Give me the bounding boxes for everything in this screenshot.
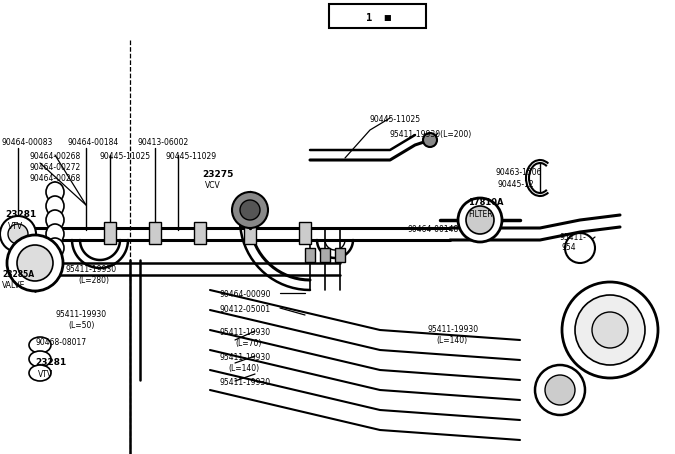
Circle shape	[240, 200, 260, 220]
Text: VTV: VTV	[38, 370, 53, 379]
Text: 17810A: 17810A	[468, 198, 504, 207]
Circle shape	[562, 282, 658, 378]
Circle shape	[7, 235, 63, 291]
Bar	[244, 222, 256, 244]
Bar	[194, 222, 206, 244]
FancyBboxPatch shape	[329, 4, 426, 28]
Text: 95411-19930: 95411-19930	[220, 328, 271, 337]
Text: 95411-19930: 95411-19930	[220, 378, 271, 387]
Circle shape	[545, 375, 575, 405]
Text: 23281: 23281	[35, 358, 66, 367]
Text: 954: 954	[562, 243, 576, 252]
Text: 90412-05001: 90412-05001	[220, 305, 271, 314]
Bar	[320, 248, 330, 262]
Text: 1  ■: 1 ■	[365, 13, 391, 23]
Ellipse shape	[29, 351, 51, 367]
Text: VTV: VTV	[8, 222, 23, 231]
Text: 90463-1506: 90463-1506	[495, 168, 541, 177]
Circle shape	[8, 224, 28, 244]
Text: (L=70): (L=70)	[235, 339, 261, 348]
Text: 90464-00083: 90464-00083	[2, 138, 53, 147]
Text: (L=280): (L=280)	[78, 276, 109, 285]
Circle shape	[466, 206, 494, 234]
Text: 90445-12: 90445-12	[498, 180, 535, 189]
Text: VCV: VCV	[205, 181, 221, 190]
Text: 95411-19930(L=200): 95411-19930(L=200)	[390, 130, 472, 139]
Circle shape	[232, 192, 268, 228]
Text: 95411-19930: 95411-19930	[66, 265, 117, 274]
Text: 95411-19930: 95411-19930	[55, 310, 106, 319]
Bar	[299, 222, 311, 244]
Text: FILTER: FILTER	[468, 210, 493, 219]
Text: 90445-11025: 90445-11025	[100, 152, 151, 161]
Text: 95411-19930: 95411-19930	[220, 353, 271, 362]
Text: 95411-19930: 95411-19930	[428, 325, 479, 334]
Text: 90464-00272: 90464-00272	[30, 163, 81, 172]
Ellipse shape	[46, 196, 64, 216]
Bar	[305, 248, 315, 262]
Bar	[149, 222, 161, 244]
Text: 95411-: 95411-	[560, 233, 587, 242]
Text: 90464-00268: 90464-00268	[30, 174, 81, 183]
Ellipse shape	[29, 337, 51, 353]
Text: 90445-11025: 90445-11025	[370, 115, 421, 124]
Text: (L=140): (L=140)	[436, 336, 467, 345]
Circle shape	[458, 198, 502, 242]
Circle shape	[592, 312, 628, 348]
Text: 90464-00090: 90464-00090	[220, 290, 271, 299]
Text: 90468-08017: 90468-08017	[35, 338, 86, 347]
Bar	[104, 222, 116, 244]
Text: 23275: 23275	[202, 170, 234, 179]
Circle shape	[423, 133, 437, 147]
Circle shape	[0, 216, 36, 252]
Circle shape	[565, 233, 595, 263]
Ellipse shape	[46, 238, 64, 258]
Text: 23281: 23281	[5, 210, 36, 219]
Text: 90413-06002: 90413-06002	[138, 138, 189, 147]
Text: (L=140): (L=140)	[228, 364, 259, 373]
Bar	[335, 248, 345, 262]
Text: 90445-11029: 90445-11029	[165, 152, 216, 161]
Text: 90464-00268: 90464-00268	[30, 152, 81, 161]
Text: (L=50): (L=50)	[68, 321, 95, 330]
Ellipse shape	[29, 365, 51, 381]
Ellipse shape	[46, 224, 64, 244]
Ellipse shape	[46, 182, 64, 202]
Text: 90464-00148: 90464-00148	[408, 225, 459, 234]
Circle shape	[17, 245, 53, 281]
Text: 90464-00184: 90464-00184	[68, 138, 119, 147]
Ellipse shape	[46, 210, 64, 230]
Text: 23285A: 23285A	[2, 270, 34, 279]
Circle shape	[575, 295, 645, 365]
Circle shape	[535, 365, 585, 415]
Text: VALVE: VALVE	[2, 281, 26, 290]
